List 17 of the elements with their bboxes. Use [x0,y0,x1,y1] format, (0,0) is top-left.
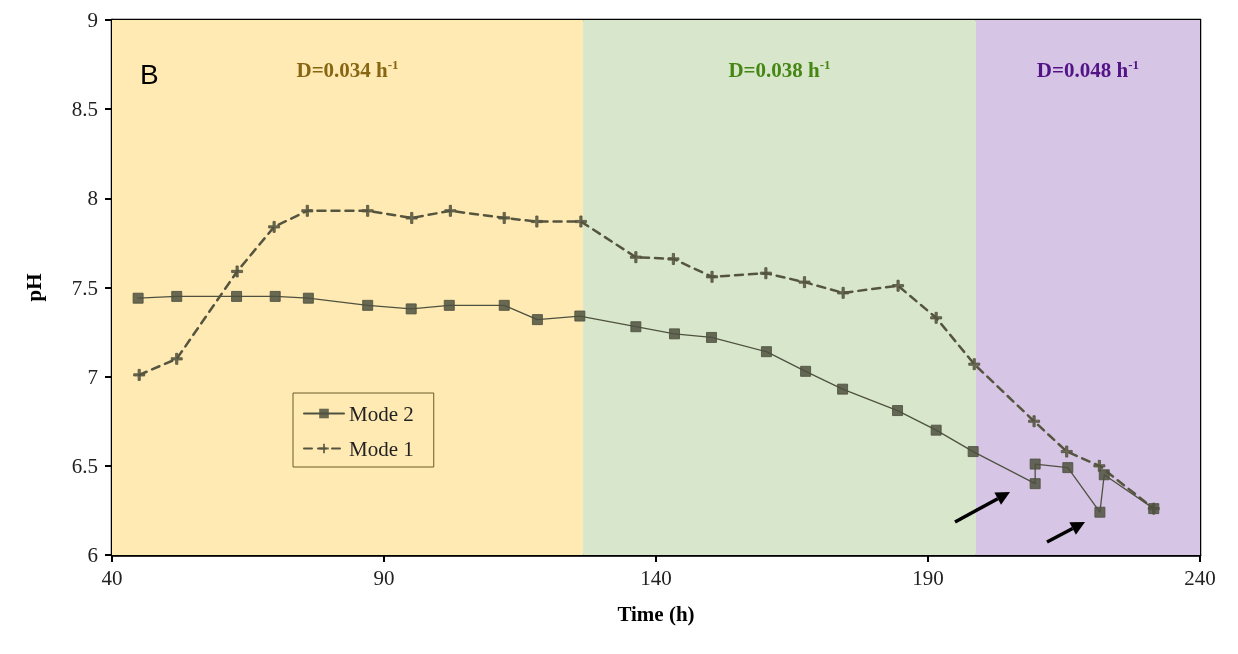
x-tick-label: 90 [373,565,395,590]
legend-label: Mode 2 [349,401,414,426]
y-tick-label: 6 [87,543,98,567]
y-tick-label: 7 [87,364,98,389]
y-tick-label: 8 [87,186,98,211]
y-tick-label: 9 [87,8,98,32]
legend-label: Mode 1 [349,436,414,461]
x-tick-label: 240 [1184,565,1216,590]
annotation: B [140,58,159,90]
x-tick-label: 190 [912,565,944,590]
y-tick-label: 6.5 [71,453,98,478]
y-tick-label: 7.5 [71,275,98,300]
x-axis-title: Time (h) [617,601,695,626]
x-tick-label: 140 [640,565,672,590]
x-tick-label: 40 [101,565,123,590]
y-tick-label: 8.5 [71,97,98,122]
y-axis-title: pH [21,273,46,302]
